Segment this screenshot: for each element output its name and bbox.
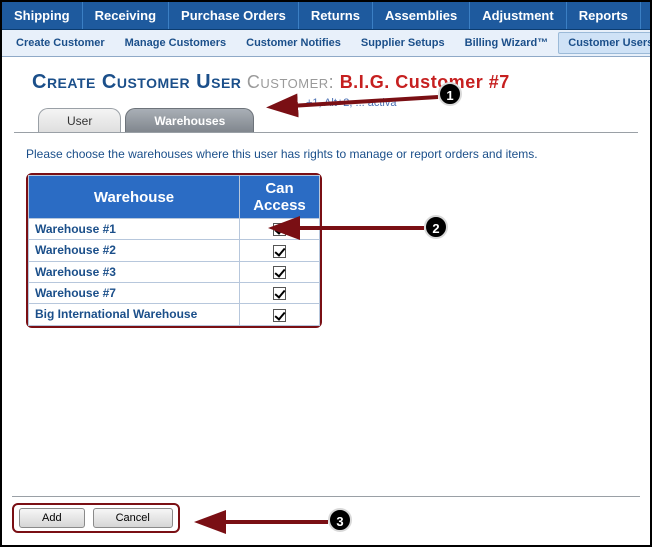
customer-name: B.I.G. Customer #7 xyxy=(340,72,510,92)
instructions-text: Please choose the warehouses where this … xyxy=(26,143,626,173)
topnav-item[interactable]: Do xyxy=(641,2,652,29)
tab-user[interactable]: User xyxy=(38,108,121,133)
app-frame: ShippingReceivingPurchase OrdersReturnsA… xyxy=(0,0,652,547)
annotation-badge-2: 2 xyxy=(424,215,448,239)
warehouse-table-annotation-box: Warehouse Can Access Warehouse #1Warehou… xyxy=(26,173,322,328)
annotation-arrow-1 xyxy=(282,94,442,114)
subnav-item[interactable]: Billing Wizard™ xyxy=(455,32,559,54)
can-access-checkbox[interactable] xyxy=(273,266,286,279)
topnav-item[interactable]: Adjustment xyxy=(470,2,567,29)
subnav-item[interactable]: Customer Notifies xyxy=(236,32,351,54)
topnav-item[interactable]: Reports xyxy=(567,2,641,29)
warehouse-name-cell: Warehouse #2 xyxy=(29,240,240,261)
can-access-cell xyxy=(240,261,320,282)
sub-nav: Create CustomerManage CustomersCustomer … xyxy=(2,30,650,57)
action-buttons-annotation-box: Add Cancel xyxy=(12,503,180,533)
warehouse-name-cell: Big International Warehouse xyxy=(29,304,240,325)
can-access-checkbox[interactable] xyxy=(273,309,286,322)
warehouse-name-cell: Warehouse #1 xyxy=(29,219,240,240)
page-title-label: Customer: xyxy=(247,72,334,92)
tab-content: Please choose the warehouses where this … xyxy=(14,132,638,502)
topnav-item[interactable]: Returns xyxy=(299,2,373,29)
can-access-cell xyxy=(240,304,320,325)
can-access-checkbox[interactable] xyxy=(273,287,286,300)
table-row: Warehouse #7 xyxy=(29,282,320,303)
table-row: Warehouse #3 xyxy=(29,261,320,282)
can-access-cell xyxy=(240,240,320,261)
top-nav: ShippingReceivingPurchase OrdersReturnsA… xyxy=(2,2,650,30)
table-row: Big International Warehouse xyxy=(29,304,320,325)
table-row: Warehouse #2 xyxy=(29,240,320,261)
subnav-item[interactable]: Manage Customers xyxy=(115,32,236,54)
add-button[interactable]: Add xyxy=(19,508,85,528)
tab-warehouses-active[interactable]: Warehouses xyxy=(125,108,254,133)
warehouse-name-cell: Warehouse #7 xyxy=(29,282,240,303)
col-header-warehouse: Warehouse xyxy=(29,176,240,219)
page-title-action: Create Customer User xyxy=(32,71,241,93)
topnav-item[interactable]: Assemblies xyxy=(373,2,470,29)
cancel-button[interactable]: Cancel xyxy=(93,508,173,528)
subnav-item[interactable]: Create Customer xyxy=(6,32,115,54)
can-access-checkbox[interactable] xyxy=(273,245,286,258)
topnav-item[interactable]: Shipping xyxy=(2,2,83,29)
annotation-arrow-2 xyxy=(284,212,434,242)
table-row: Warehouse #1 xyxy=(29,219,320,240)
annotation-badge-3: 3 xyxy=(328,508,352,532)
topnav-item[interactable]: Receiving xyxy=(83,2,169,29)
warehouse-name-cell: Warehouse #3 xyxy=(29,261,240,282)
warehouse-table: Warehouse Can Access Warehouse #1Warehou… xyxy=(28,175,320,326)
can-access-cell xyxy=(240,282,320,303)
annotation-badge-1: 1 xyxy=(438,82,462,106)
subnav-item[interactable]: Supplier Setups xyxy=(351,32,455,54)
annotation-arrow-3 xyxy=(210,510,340,534)
subnav-item[interactable]: Customer Users xyxy=(558,32,652,54)
topnav-item[interactable]: Purchase Orders xyxy=(169,2,299,29)
